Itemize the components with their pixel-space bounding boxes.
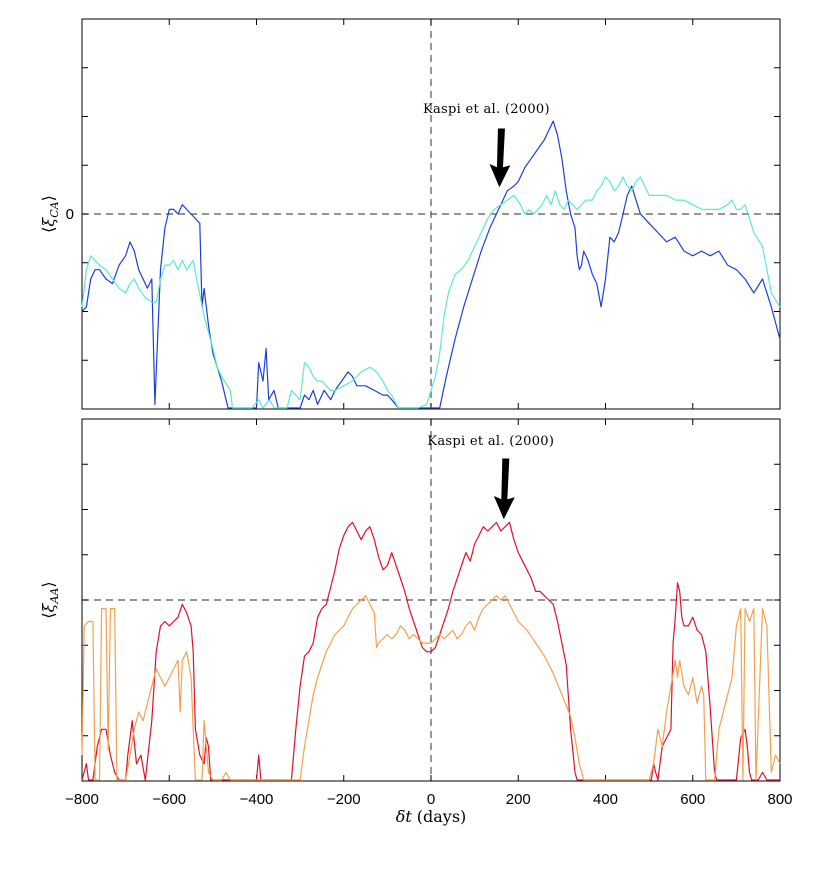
top-reference-lines [82, 19, 780, 409]
x-axis-label-symbol: δt [396, 807, 413, 826]
x-tick-label: 800 [767, 791, 792, 808]
x-axis-label-text: (days) [417, 807, 467, 826]
top-ylabel-sub: CA [48, 201, 61, 217]
top-axis-ticks: 0 [66, 18, 781, 410]
series-line-0 [81, 120, 781, 409]
x-axis-label: δt (days) [396, 807, 467, 826]
x-tick-label: −600 [152, 791, 186, 808]
x-tick-label: −200 [327, 791, 361, 808]
series-line-0 [81, 521, 780, 781]
top-annotation: Kaspi et al. (2000) [423, 102, 550, 188]
top-panel: 0 Kaspi et al. (2000) ⟨ξCA⟩ [39, 18, 781, 410]
top-ylabel-symbol: ξ [39, 217, 58, 227]
top-ylabel: ⟨ξCA⟩ [39, 195, 61, 233]
series-line-1 [81, 176, 781, 409]
x-tick-label: 600 [680, 791, 705, 808]
bottom-series-group [81, 521, 781, 781]
arrow-icon [493, 458, 515, 520]
x-tick-labels: −800 −600 −400 −200 0 200 400 600 800 [65, 791, 792, 808]
x-tick-label: −400 [240, 791, 274, 808]
bottom-reference-lines [82, 419, 780, 781]
bottom-annotation: Kaspi et al. (2000) [427, 434, 554, 520]
x-tick-label: 200 [506, 791, 531, 808]
bottom-ylabel: ⟨ξAA⟩ [39, 581, 61, 618]
bottom-panel: Kaspi et al. (2000) ⟨ξAA⟩ −800 −600 −400 −2… [39, 418, 793, 826]
top-series-group [81, 120, 781, 409]
x-tick-label: 0 [427, 791, 435, 808]
annotation-label: Kaspi et al. (2000) [427, 434, 554, 449]
bottom-axis-ticks [81, 418, 781, 782]
y-tick-label: 0 [66, 206, 74, 223]
annotation-label: Kaspi et al. (2000) [423, 102, 550, 117]
bottom-ylabel-symbol: ξ [39, 602, 58, 612]
arrow-icon [489, 128, 511, 188]
x-tick-label: 400 [593, 791, 618, 808]
series-line-1 [81, 595, 781, 781]
bottom-ylabel-sub: AA [48, 588, 61, 605]
x-tick-label: −800 [65, 791, 99, 808]
